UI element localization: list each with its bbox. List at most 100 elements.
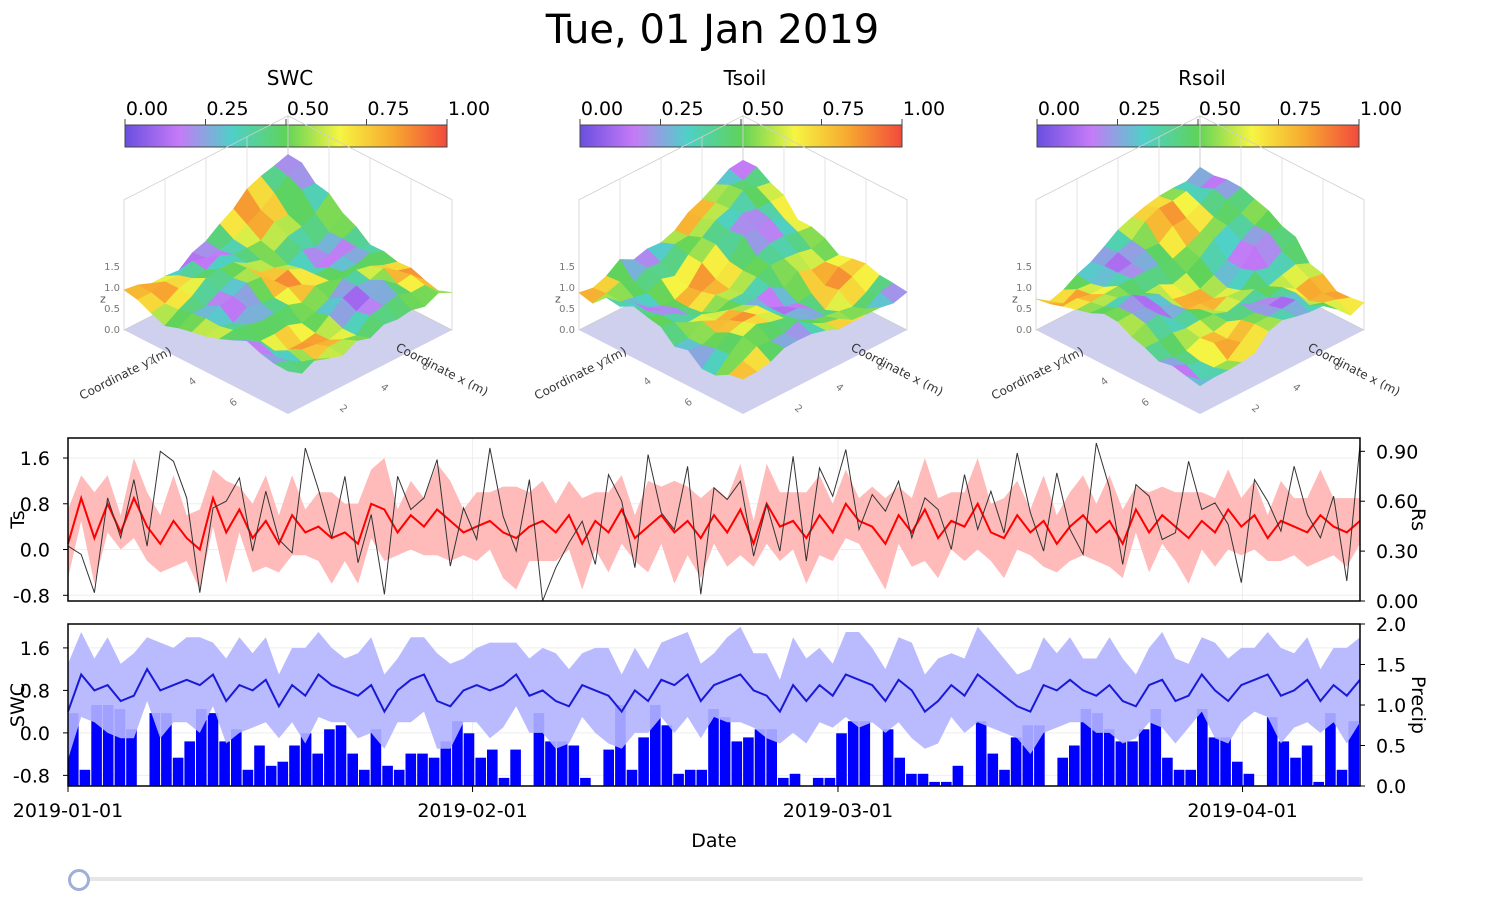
precip-bar xyxy=(1348,721,1359,786)
precip-bar xyxy=(277,761,289,786)
y-tick-label: -0.8 xyxy=(13,585,50,607)
colorbar-tick-label: 0.25 xyxy=(206,98,248,120)
z-tick-label: 0.5 xyxy=(559,304,575,315)
ts-rs-timeseries-chart[interactable]: -0.8 0.0 0.8 1.6 0.00 0.30 0.60 0.90 Ts Rs xyxy=(0,430,1500,615)
x-tick-label: 2019-04-01 xyxy=(1187,800,1297,822)
precip-bar xyxy=(289,745,300,786)
precip-bar xyxy=(1138,729,1150,786)
colorbar-tick-label: 0.25 xyxy=(661,98,703,120)
precip-bar xyxy=(812,777,824,786)
x-tick-label: 2019-01-01 xyxy=(13,800,123,822)
z-tick-label: 1.5 xyxy=(104,262,120,273)
z-tick-label: 1.0 xyxy=(104,283,120,294)
rsoil-surface-plot[interactable]: 0.00 0.25 0.50 0.75 1.000.00.51.01.5z224466C… xyxy=(989,60,1412,420)
precip-bar xyxy=(510,749,521,786)
y2-tick-label: 2.0 xyxy=(1376,615,1406,636)
x-axis-title: Date xyxy=(691,830,736,852)
z-axis-label: z xyxy=(555,293,561,306)
y-tick-label: 4 xyxy=(1099,376,1111,389)
y2-tick-label: 0.0 xyxy=(1376,776,1406,798)
precip-bar xyxy=(242,769,254,786)
z-axis-label: z xyxy=(100,293,106,306)
colorbar-tick-label: 1.00 xyxy=(448,98,490,120)
tsoil-surface-panel[interactable]: Tsoil 0.00 0.25 0.50 0.75 1.00 0.0 0.5 1.0 1.5 z 2… xyxy=(532,60,955,420)
precip-bar xyxy=(754,729,766,786)
precip-bar xyxy=(580,777,591,786)
precip-bar xyxy=(126,729,137,786)
x-tick-label: 4 xyxy=(1290,382,1302,395)
precip-bar xyxy=(172,757,184,786)
y2-tick-label: 0.90 xyxy=(1376,441,1418,463)
colorbar-tick-label: 0.50 xyxy=(287,98,329,120)
precip-bar xyxy=(1173,769,1185,786)
precip-bar xyxy=(440,741,452,786)
y2-tick-label: 1.5 xyxy=(1376,655,1406,677)
surface-facet xyxy=(728,360,758,380)
x-axis-label: Coordinate x (m) xyxy=(849,340,946,399)
date-slider[interactable] xyxy=(68,866,1363,892)
uncertainty-band xyxy=(68,626,1360,760)
precip-bar xyxy=(1022,725,1034,787)
precip-bar xyxy=(231,729,242,786)
y-tick-label: 0.0 xyxy=(20,540,50,562)
precip-bar xyxy=(731,741,743,786)
colorbar-tick-label: 0.50 xyxy=(1199,98,1241,120)
x-tick-label: 2019-03-01 xyxy=(783,800,893,822)
precip-bar xyxy=(708,709,719,786)
z-tick-label: 0.0 xyxy=(1016,325,1032,336)
x-tick-label: 6 xyxy=(874,361,886,374)
colorbar-tick-label: 0.75 xyxy=(1279,98,1321,120)
swc-surface-panel[interactable]: SWC 0.00 0.25 0.50 0.75 1.00 0.0 0.5 1.0 1.5 z 2 2 4… xyxy=(77,60,500,420)
precip-bar xyxy=(603,749,614,786)
slider-track[interactable] xyxy=(78,877,1363,881)
precip-bar xyxy=(68,713,79,786)
swc-surface-plot[interactable]: 0.00 0.25 0.50 0.75 1.000.00.51.01.5z224466C… xyxy=(77,60,500,420)
swc-precip-timeseries-chart[interactable]: -0.8 0.0 0.8 1.6 0.0 0.5 1.0 1.5 2.0 SWC Precip 201… xyxy=(0,615,1500,860)
precip-bar xyxy=(347,753,358,786)
precip-bar xyxy=(1057,757,1068,786)
mean-line xyxy=(67,494,1361,552)
precip-bar xyxy=(836,733,847,786)
x-tick-label: 2 xyxy=(792,403,804,416)
y-tick-label: 1.6 xyxy=(20,448,50,470)
precip-bar xyxy=(428,757,440,786)
precip-bar xyxy=(882,729,894,786)
colorbar xyxy=(1036,124,1360,148)
surface-mesh xyxy=(1035,166,1365,387)
y-tick-label: 0.8 xyxy=(20,680,50,702)
y-axis-title: Ts xyxy=(7,510,29,529)
precip-bar xyxy=(102,705,114,786)
z-tick-label: 1.0 xyxy=(1016,283,1032,294)
colorbar-tick-label: 0.75 xyxy=(367,98,409,120)
precip-bar xyxy=(1290,757,1301,786)
y-tick-label: 4 xyxy=(187,376,199,389)
x-tick-label: 6 xyxy=(1331,361,1343,374)
y-axis-label: Coordinate y (m) xyxy=(532,344,629,403)
precip-bar xyxy=(719,717,731,786)
precip-bar xyxy=(650,705,661,786)
colorbar xyxy=(124,124,448,148)
y-tick-label: -0.8 xyxy=(13,765,50,787)
y2-tick-label: 0.00 xyxy=(1376,591,1418,613)
precip-bar xyxy=(975,721,987,786)
rsoil-surface-panel[interactable]: Rsoil 0.00 0.25 0.50 0.75 1.00 0.0 0.5 1.0 1.5 z 2… xyxy=(989,60,1412,420)
tsoil-surface-plot[interactable]: 0.00 0.25 0.50 0.75 1.000.00.51.01.5z224466C… xyxy=(532,60,955,420)
precip-bar xyxy=(405,753,417,786)
precip-bar xyxy=(359,769,370,786)
precip-bar xyxy=(370,729,382,786)
precip-bar xyxy=(1266,717,1278,786)
precip-bar xyxy=(847,721,859,786)
precip-bar xyxy=(1197,709,1208,786)
y-tick-label: 1.6 xyxy=(20,638,50,660)
precip-bar xyxy=(684,769,696,786)
precip-bar xyxy=(556,741,568,786)
precip-bar xyxy=(1232,761,1243,786)
y-tick-label: 0.0 xyxy=(20,723,50,745)
y-tick-label: 6 xyxy=(228,397,240,410)
y-axis-label: Coordinate y (m) xyxy=(77,344,174,403)
plot-frame xyxy=(67,437,1361,602)
colorbar xyxy=(579,124,903,148)
precip-bar xyxy=(265,765,277,787)
precip-bar xyxy=(568,745,580,786)
slider-handle[interactable] xyxy=(68,869,90,891)
